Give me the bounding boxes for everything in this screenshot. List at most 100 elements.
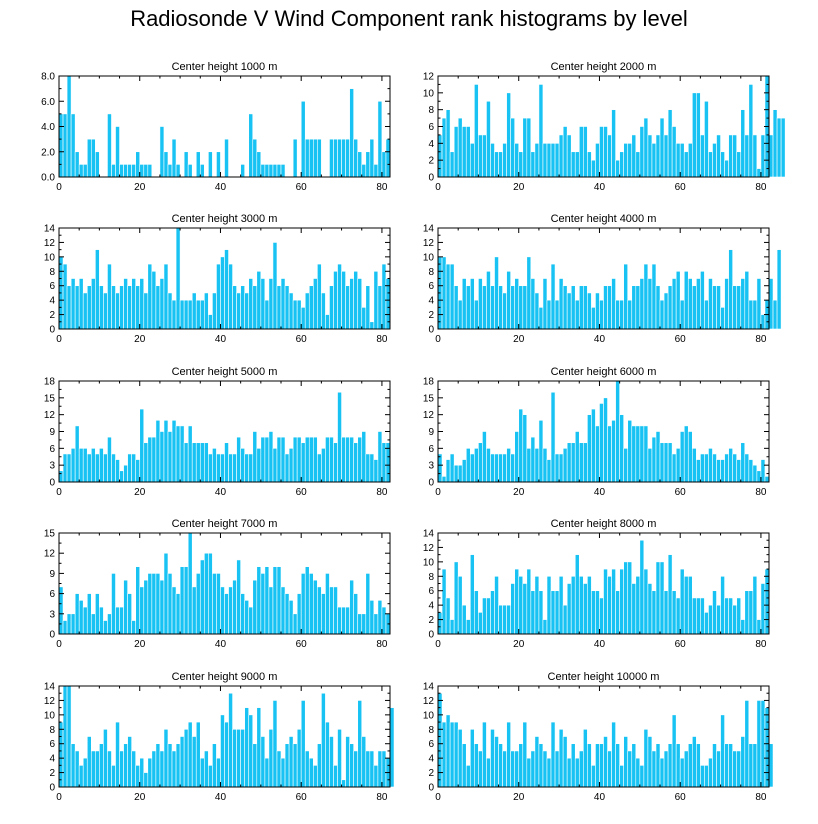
histogram-bar (768, 134, 774, 178)
histogram-bar (123, 579, 128, 635)
histogram-bar (663, 442, 669, 483)
histogram-bar (288, 600, 294, 635)
histogram-bar (349, 278, 354, 330)
y-tick-label: 4 (428, 601, 434, 612)
histogram-bar (490, 453, 495, 483)
histogram-bar (478, 750, 483, 788)
histogram-bar (667, 109, 673, 178)
histogram-bar (115, 606, 120, 635)
histogram-bar (700, 134, 705, 178)
histogram-bar (228, 692, 233, 788)
histogram-bar (272, 566, 278, 635)
y-tick-label: 6.0 (41, 97, 55, 108)
histogram-bar (449, 263, 455, 330)
histogram-bar (635, 757, 641, 788)
histogram-bar (369, 321, 375, 330)
histogram-bar (70, 613, 76, 635)
histogram-bar (357, 278, 363, 330)
histogram-bar (566, 583, 572, 635)
histogram-bar (595, 143, 600, 178)
histogram-bar (667, 285, 673, 330)
histogram-bar (78, 278, 84, 330)
histogram-bar (599, 743, 604, 788)
histogram-bar (167, 164, 173, 178)
histogram-bar (587, 292, 592, 330)
histogram-bar (333, 270, 338, 330)
y-tick-label: 3 (428, 461, 434, 472)
histogram-bar (204, 552, 209, 635)
histogram-bar (578, 285, 584, 330)
histogram-bar (728, 743, 733, 788)
x-tick-label: 80 (755, 792, 767, 803)
histogram-bar (147, 436, 153, 483)
histogram-bar (349, 743, 354, 788)
histogram-bar (377, 431, 383, 483)
histogram-bar (159, 431, 165, 483)
histogram-bar (574, 151, 580, 178)
histogram-bar (643, 117, 649, 178)
histogram-bar (764, 476, 770, 483)
histogram-bar (159, 579, 165, 635)
histogram-bar (204, 750, 209, 788)
histogram-bar (155, 419, 161, 483)
histogram-bar (538, 743, 544, 788)
histogram-bar (736, 597, 742, 635)
histogram-bar (595, 590, 600, 635)
y-tick-label: 9 (428, 427, 434, 438)
panel-title: Center height 2000 m (551, 61, 657, 73)
x-tick-label: 0 (56, 639, 62, 650)
histogram-bar (296, 299, 302, 330)
y-tick-label: 18 (44, 377, 56, 388)
histogram-bar (445, 597, 451, 635)
panel-title: Center height 7000 m (172, 518, 278, 530)
histogram-bar (325, 721, 330, 788)
histogram-bar (171, 299, 177, 330)
histogram-bar (675, 270, 681, 330)
histogram-bar (542, 278, 548, 330)
x-tick-label: 80 (755, 182, 767, 193)
histogram-bar (570, 151, 576, 178)
histogram-bar (651, 143, 657, 178)
histogram-bar (611, 721, 616, 788)
histogram-bar (651, 263, 657, 330)
histogram-bar (62, 113, 68, 178)
histogram-bar (341, 606, 346, 635)
histogram-bar (469, 728, 475, 788)
histogram-bar (623, 448, 629, 483)
histogram-bar (740, 736, 746, 788)
histogram-bar (183, 566, 189, 635)
histogram-bar (179, 425, 185, 483)
histogram-bar (546, 143, 552, 178)
histogram-bar (199, 442, 205, 483)
histogram-bar (457, 575, 463, 635)
histogram-bar (728, 597, 733, 635)
x-tick-label: 80 (376, 487, 388, 498)
y-tick-label: 0 (428, 630, 434, 641)
histogram-bar (562, 736, 568, 788)
histogram-bar (70, 278, 76, 330)
histogram-bar (240, 164, 245, 178)
histogram-bar (86, 453, 92, 483)
histogram-bar (627, 299, 633, 330)
histogram-bar (631, 134, 637, 178)
histogram-bar (558, 134, 564, 178)
histogram-bar (224, 593, 229, 635)
histogram-bar (550, 391, 556, 483)
histogram-bar (736, 285, 742, 330)
histogram-bar (353, 593, 359, 635)
histogram-bar (437, 453, 443, 483)
histogram-bar (679, 299, 685, 330)
histogram-bar (554, 299, 560, 330)
histogram-bar (716, 285, 721, 330)
histogram-bar (195, 573, 201, 635)
histogram-bar (542, 448, 548, 483)
histogram-bar (772, 109, 778, 178)
histogram-bar (167, 292, 173, 330)
histogram-bar (159, 278, 165, 330)
histogram-bar (534, 292, 540, 330)
histogram-bar (82, 757, 88, 788)
histogram-bar (599, 403, 604, 483)
histogram-bar (566, 134, 572, 178)
histogram-bar (461, 604, 467, 635)
histogram-bar (280, 278, 286, 330)
